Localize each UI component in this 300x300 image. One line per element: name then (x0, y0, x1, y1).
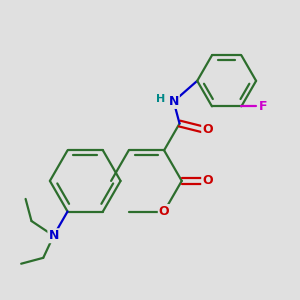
Text: O: O (159, 205, 170, 218)
Text: H: H (156, 94, 165, 104)
Text: N: N (169, 95, 179, 108)
Text: F: F (259, 100, 268, 113)
Text: O: O (202, 123, 213, 136)
Text: O: O (202, 174, 213, 188)
Text: N: N (48, 229, 59, 242)
